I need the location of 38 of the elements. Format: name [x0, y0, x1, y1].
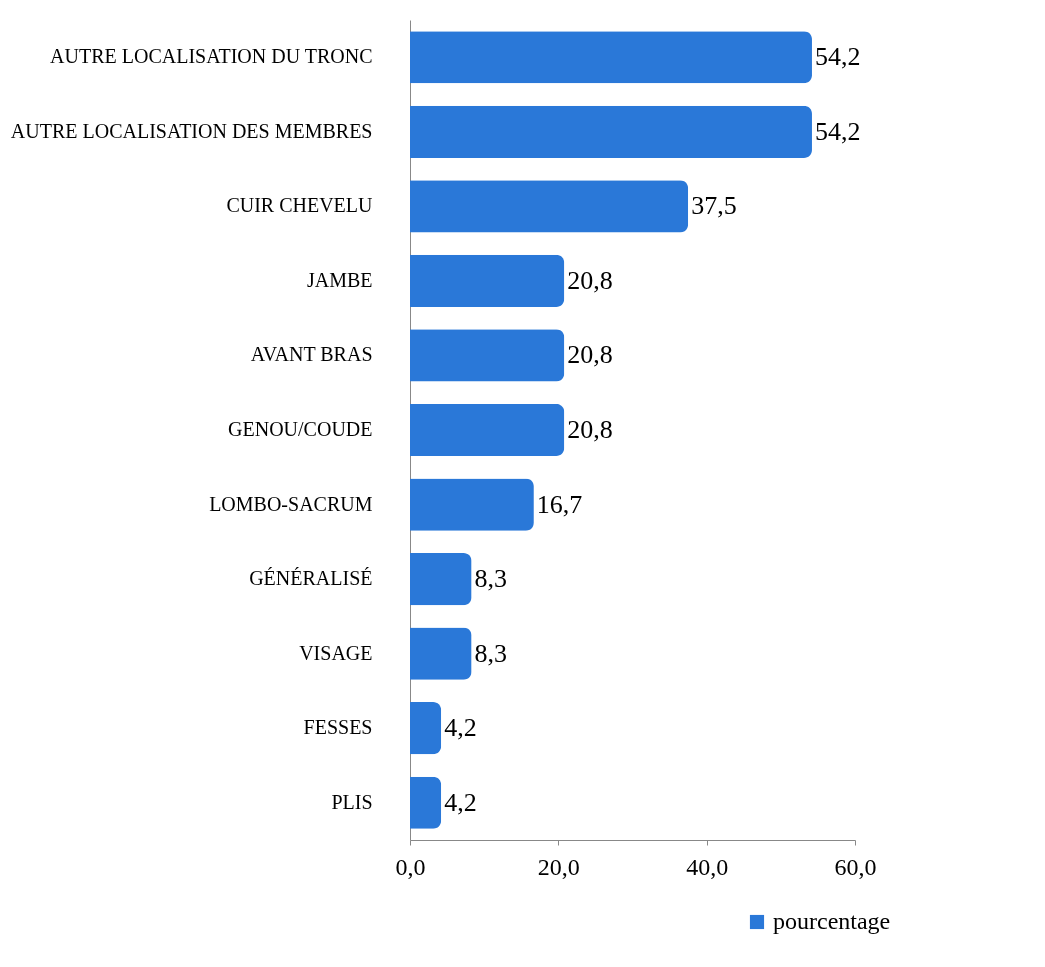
y-tick-label: GÉNÉRALISÉ — [249, 567, 373, 590]
y-tick-label: LOMBO-SACRUM — [209, 492, 373, 515]
bar — [410, 403, 565, 457]
legend-label: pourcentage — [773, 908, 891, 934]
y-tick-label: VISAGE — [299, 641, 373, 664]
y-tick-label: AVANT BRAS — [250, 343, 373, 366]
data-label: 4,2 — [444, 787, 477, 817]
bar — [410, 553, 472, 606]
data-label: 37,5 — [691, 191, 737, 221]
bar — [410, 180, 689, 233]
y-tick-label: GENOU/COUDE — [228, 418, 373, 440]
data-label: 4,2 — [444, 713, 477, 743]
y-tick-label: PLIS — [331, 790, 373, 813]
x-tick-label: 40,0 — [686, 853, 729, 880]
y-tick-label: JAMBE — [306, 268, 373, 291]
x-tick-label: 60,0 — [834, 853, 877, 880]
bar — [410, 478, 534, 531]
data-label: 20,8 — [567, 340, 613, 370]
data-label: 20,8 — [567, 265, 613, 295]
y-tick-label: AUTRE LOCALISATION DES MEMBRES — [10, 119, 373, 142]
bar — [410, 105, 812, 158]
bar — [410, 254, 565, 307]
bar — [410, 329, 565, 382]
y-tick-label: CUIR CHEVELU — [226, 194, 374, 217]
x-tick-label: 0,0 — [395, 853, 426, 880]
data-label: 54,2 — [814, 42, 861, 72]
bar — [410, 702, 442, 755]
y-tick-label: FESSES — [303, 716, 373, 739]
bar — [410, 627, 472, 680]
x-tick-label: 20,0 — [537, 853, 580, 880]
y-tick-label: AUTRE LOCALISATION DU TRONC — [50, 45, 373, 68]
bar — [410, 776, 442, 829]
data-label: 8,3 — [474, 638, 508, 668]
data-label: 54,2 — [814, 116, 861, 146]
data-label: 16,7 — [536, 489, 583, 519]
bar — [410, 31, 812, 84]
data-label: 8,3 — [474, 564, 508, 594]
data-label: 20,8 — [567, 415, 613, 444]
